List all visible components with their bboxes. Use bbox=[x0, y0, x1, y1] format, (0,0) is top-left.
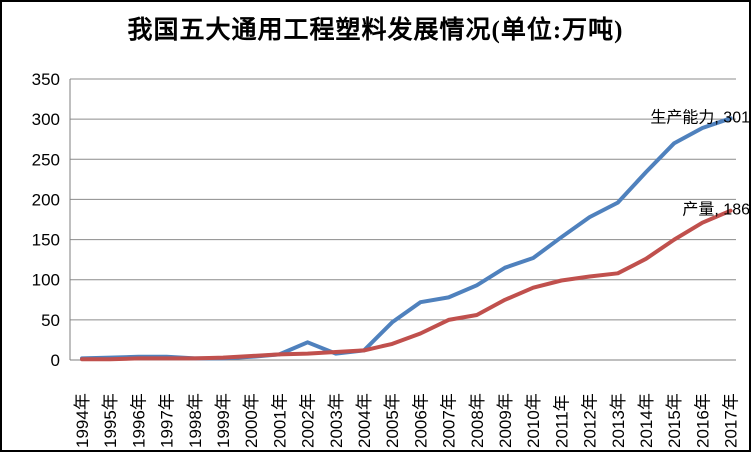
x-tick-label: 2008年 bbox=[468, 393, 487, 448]
x-tick-label: 1999年 bbox=[214, 393, 233, 448]
y-tick-label: 200 bbox=[32, 190, 60, 209]
series-end-label-capacity: 生产能力, 301 bbox=[650, 108, 750, 126]
y-tick-label: 250 bbox=[32, 150, 60, 169]
series-line-capacity bbox=[80, 116, 733, 361]
x-tick-label: 2014年 bbox=[637, 393, 656, 448]
x-tick-label: 2012年 bbox=[581, 393, 600, 448]
y-tick-label: 100 bbox=[32, 271, 60, 290]
x-tick-label: 2003年 bbox=[327, 393, 346, 448]
y-tick-label: 50 bbox=[41, 311, 60, 330]
series-end-label-output: 产量, 186 bbox=[682, 201, 750, 219]
x-tick-label: 2013年 bbox=[609, 393, 628, 448]
y-tick-label: 0 bbox=[51, 351, 60, 370]
x-tick-label: 1994年 bbox=[73, 393, 92, 448]
x-tick-label: 1995年 bbox=[101, 393, 120, 448]
x-tick-label: 2017年 bbox=[722, 393, 741, 448]
x-tick-label: 2000年 bbox=[242, 393, 261, 448]
x-tick-label: 2016年 bbox=[693, 393, 712, 448]
y-tick-label: 300 bbox=[32, 110, 60, 129]
x-tick-label: 2004年 bbox=[355, 393, 374, 448]
y-tick-label: 350 bbox=[32, 70, 60, 89]
x-tick-label: 2009年 bbox=[496, 393, 515, 448]
x-tick-label: 2007年 bbox=[440, 393, 459, 448]
x-tick-label: 2015年 bbox=[665, 393, 684, 448]
x-tick-label: 2005年 bbox=[383, 393, 402, 448]
x-tick-label: 1998年 bbox=[186, 393, 205, 448]
x-tick-label: 2001年 bbox=[270, 393, 289, 448]
chart-title: 我国五大通用工程塑料发展情况(单位:万吨) bbox=[127, 17, 624, 44]
x-tick-label: 2002年 bbox=[299, 393, 318, 448]
series-line-output bbox=[80, 208, 733, 362]
x-tick-label: 2011年 bbox=[552, 394, 571, 448]
x-tick-label: 1996年 bbox=[129, 393, 148, 448]
y-tick-label: 150 bbox=[32, 231, 60, 250]
x-tick-label: 2010年 bbox=[524, 393, 543, 448]
x-tick-label: 1997年 bbox=[158, 393, 177, 448]
x-tick-label: 2006年 bbox=[411, 393, 430, 448]
